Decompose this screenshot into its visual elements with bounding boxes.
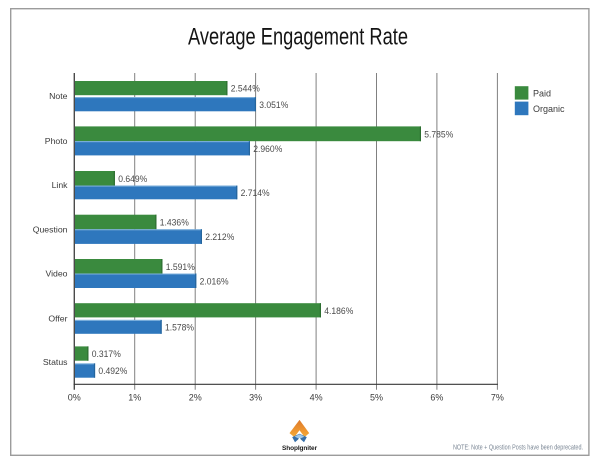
svg-text:1.591%: 1.591% xyxy=(166,262,195,272)
svg-text:Video: Video xyxy=(45,269,67,279)
svg-text:4.186%: 4.186% xyxy=(324,306,353,316)
svg-text:7%: 7% xyxy=(491,393,504,403)
svg-text:Status: Status xyxy=(43,357,68,367)
svg-text:1.578%: 1.578% xyxy=(165,323,194,333)
svg-text:5.785%: 5.785% xyxy=(424,129,453,139)
svg-text:4%: 4% xyxy=(310,393,323,403)
svg-text:Link: Link xyxy=(52,180,69,190)
svg-text:Average Engagement Rate: Average Engagement Rate xyxy=(188,23,408,50)
svg-text:Note: Note xyxy=(49,91,68,101)
svg-text:2.212%: 2.212% xyxy=(205,232,234,242)
svg-text:0.649%: 0.649% xyxy=(118,174,147,184)
svg-text:2.714%: 2.714% xyxy=(241,188,270,198)
svg-text:Question: Question xyxy=(33,224,68,234)
svg-text:0.492%: 0.492% xyxy=(98,366,127,376)
svg-text:1%: 1% xyxy=(128,393,141,403)
svg-text:1.436%: 1.436% xyxy=(160,218,189,228)
svg-text:2%: 2% xyxy=(189,393,202,403)
svg-text:2.544%: 2.544% xyxy=(231,84,260,94)
svg-text:Paid: Paid xyxy=(533,88,551,98)
svg-text:0.317%: 0.317% xyxy=(92,349,121,359)
svg-text:NOTE: Note + Question Posts ha: NOTE: Note + Question Posts have been de… xyxy=(453,445,583,452)
svg-text:2.016%: 2.016% xyxy=(200,276,229,286)
svg-text:ShopIgniter: ShopIgniter xyxy=(282,445,318,452)
svg-text:0%: 0% xyxy=(68,393,81,403)
svg-text:Offer: Offer xyxy=(48,314,67,324)
svg-text:2.960%: 2.960% xyxy=(253,144,282,154)
svg-text:5%: 5% xyxy=(370,393,383,403)
svg-text:Photo: Photo xyxy=(45,136,68,146)
svg-text:6%: 6% xyxy=(430,393,443,403)
svg-text:Organic: Organic xyxy=(533,104,565,114)
svg-text:3%: 3% xyxy=(249,393,262,403)
svg-text:3.051%: 3.051% xyxy=(259,100,288,110)
